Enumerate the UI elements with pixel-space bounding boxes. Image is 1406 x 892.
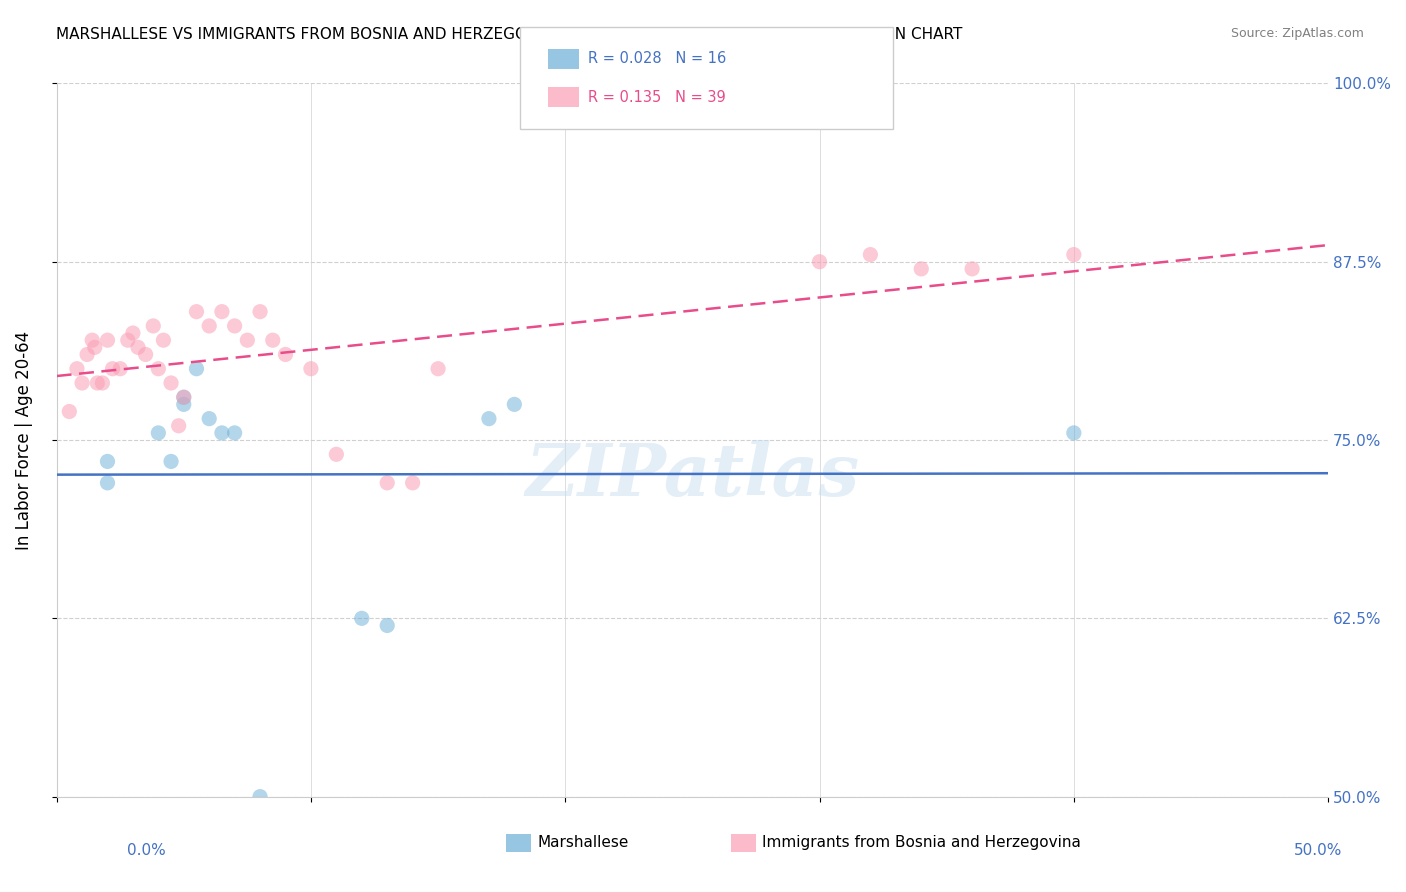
- Point: [249, 789, 271, 804]
- Point: [427, 361, 450, 376]
- Point: [173, 390, 195, 404]
- Point: [82, 333, 104, 347]
- Text: Marshallese: Marshallese: [537, 836, 628, 850]
- Point: [96, 475, 118, 490]
- Point: [236, 333, 259, 347]
- Point: [122, 326, 145, 340]
- Point: [86, 376, 108, 390]
- Point: [401, 475, 423, 490]
- Point: [148, 425, 170, 440]
- Point: [211, 304, 233, 318]
- Point: [160, 376, 183, 390]
- Point: [160, 454, 183, 468]
- Point: [66, 361, 89, 376]
- Text: 50.0%: 50.0%: [1295, 843, 1343, 858]
- Text: Immigrants from Bosnia and Herzegovina: Immigrants from Bosnia and Herzegovina: [762, 836, 1081, 850]
- Y-axis label: In Labor Force | Age 20-64: In Labor Force | Age 20-64: [15, 330, 32, 549]
- Point: [173, 397, 195, 411]
- Point: [1063, 425, 1085, 440]
- Point: [76, 347, 98, 361]
- Point: [224, 425, 246, 440]
- Point: [375, 618, 398, 632]
- Point: [186, 361, 208, 376]
- Point: [167, 418, 190, 433]
- Point: [375, 475, 398, 490]
- Point: [211, 425, 233, 440]
- Point: [152, 333, 174, 347]
- Point: [142, 318, 165, 333]
- Text: 0.0%: 0.0%: [127, 843, 166, 858]
- Point: [135, 347, 157, 361]
- Point: [299, 361, 322, 376]
- Point: [350, 611, 373, 625]
- Point: [859, 247, 882, 261]
- Point: [58, 404, 80, 418]
- Point: [148, 361, 170, 376]
- Text: ZIPatlas: ZIPatlas: [526, 440, 859, 511]
- Point: [108, 361, 131, 376]
- Point: [808, 254, 831, 268]
- Point: [96, 454, 118, 468]
- Point: [101, 361, 124, 376]
- Point: [186, 304, 208, 318]
- Point: [70, 376, 93, 390]
- Point: [96, 333, 118, 347]
- Point: [127, 340, 149, 354]
- Point: [274, 347, 297, 361]
- Point: [325, 447, 347, 461]
- Point: [224, 318, 246, 333]
- Point: [960, 261, 983, 276]
- Point: [249, 304, 271, 318]
- Text: R = 0.028   N = 16: R = 0.028 N = 16: [588, 52, 725, 66]
- Point: [262, 333, 284, 347]
- Point: [91, 376, 114, 390]
- Point: [173, 390, 195, 404]
- Text: R = 0.135   N = 39: R = 0.135 N = 39: [588, 90, 725, 104]
- Point: [478, 411, 501, 425]
- Point: [1063, 247, 1085, 261]
- Point: [910, 261, 932, 276]
- Point: [503, 397, 526, 411]
- Point: [198, 318, 221, 333]
- Point: [117, 333, 139, 347]
- Text: Source: ZipAtlas.com: Source: ZipAtlas.com: [1230, 27, 1364, 40]
- Point: [83, 340, 105, 354]
- Text: MARSHALLESE VS IMMIGRANTS FROM BOSNIA AND HERZEGOVINA IN LABOR FORCE | AGE 20-64: MARSHALLESE VS IMMIGRANTS FROM BOSNIA AN…: [56, 27, 963, 43]
- Point: [198, 411, 221, 425]
